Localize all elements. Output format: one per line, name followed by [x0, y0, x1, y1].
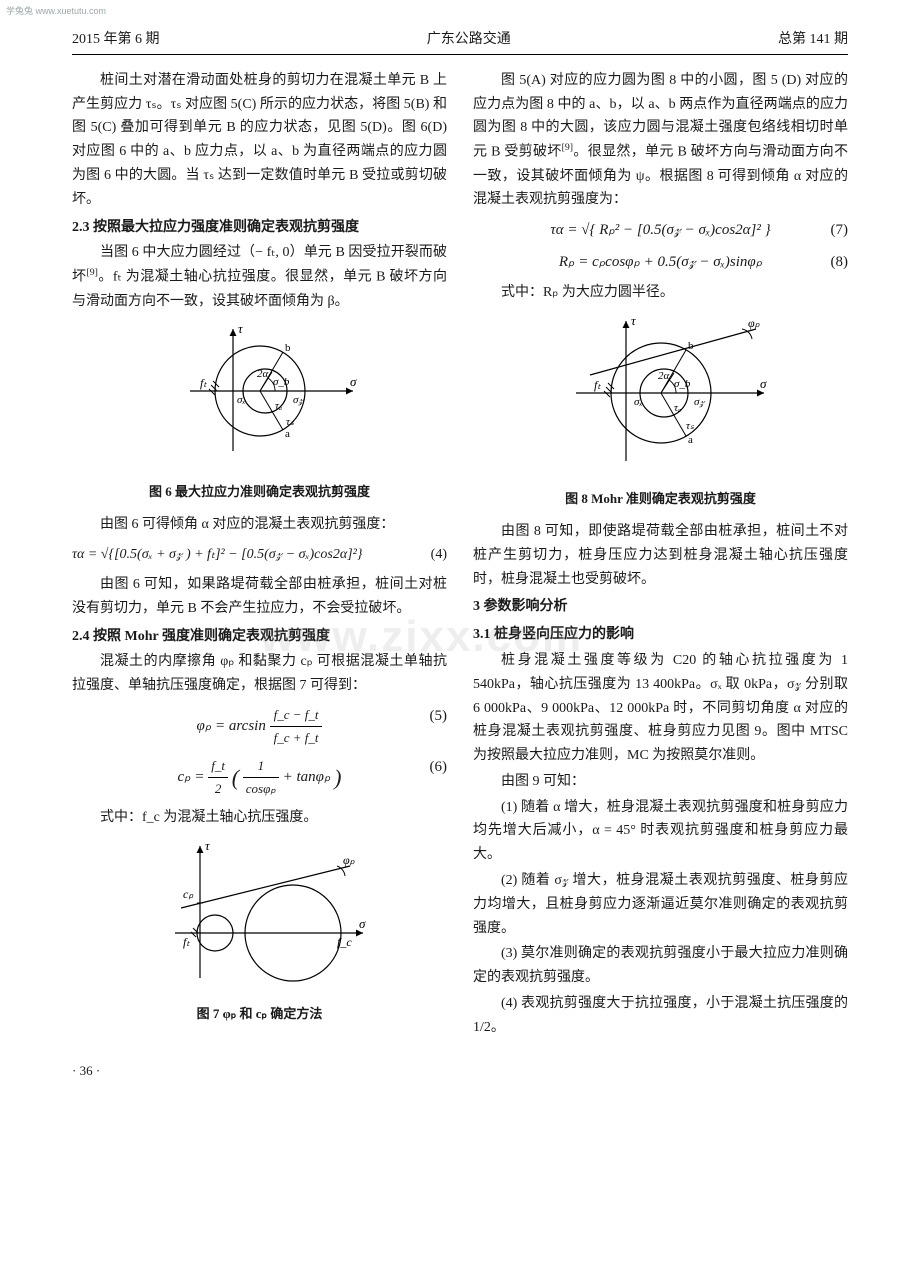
- list-item-2: (2) 随着 σ𝓏 增大，桩身混凝土表观抗剪强度、桩身剪应力均增大，且桩身剪应力…: [473, 869, 848, 940]
- svg-text:a: a: [285, 428, 290, 440]
- svg-text:τₛ: τₛ: [686, 420, 695, 432]
- section-2-3: 2.3 按照最大拉应力强度准则确定表观抗剪强度: [72, 216, 447, 240]
- header-left: 2015 年第 6 期: [72, 28, 160, 52]
- eq5-den-frac: f_c + f_t: [270, 727, 323, 749]
- figure-7: fₜ f_c cₚ φₚ σ τ: [72, 838, 447, 997]
- ref-9a: [9]: [87, 267, 98, 278]
- para-r4: 桩身混凝土强度等级为 C20 的轴心抗拉强度为 1 540kPa，轴心抗压强度为…: [473, 649, 848, 768]
- svg-text:φₚ: φₚ: [748, 316, 761, 330]
- svg-text:σ_b: σ_b: [674, 378, 691, 390]
- equation-6: cₚ = f_t 2 ( 1 cosφₚ + tanφₚ ) (6): [72, 755, 447, 800]
- svg-text:τₐ: τₐ: [674, 402, 681, 414]
- equation-5: φₚ = arcsin f_c − f_t f_c + f_t (5): [72, 704, 447, 749]
- source-link: 学兔兔 www.xuetutu.com: [6, 4, 106, 19]
- para-r2: 式中：Rₚ 为大应力圆半径。: [473, 281, 848, 305]
- page-number: · 36 ·: [72, 1060, 848, 1082]
- para-l3: 由图 6 可得倾角 α 对应的混凝土表观抗剪强度：: [72, 513, 447, 537]
- list-item-4: (4) 表观抗剪强度大于抗拉强度，小于混凝土抗压强度的 1/2。: [473, 992, 848, 1040]
- para-l5: 混凝土的内摩擦角 φₚ 和黏聚力 cₚ 可根据混凝土单轴抗拉强度、单轴抗压强度确…: [72, 650, 447, 698]
- svg-text:σ: σ: [760, 376, 767, 391]
- svg-text:τ: τ: [238, 321, 244, 336]
- page-header: 2015 年第 6 期 广东公路交通 总第 141 期: [72, 28, 848, 55]
- eq4-body: τα = √{[0.5(σₓ + σ𝓏 ) + fₜ]² − [0.5(σ𝓏 −…: [72, 547, 362, 562]
- svg-text:cₚ: cₚ: [183, 887, 194, 901]
- figure-6: fₜ σₓ σ_b σ𝓏 2α τₐ τₛ a b σ τ: [72, 321, 447, 475]
- svg-text:τₐ: τₐ: [275, 400, 282, 412]
- header-center: 广东公路交通: [427, 28, 511, 52]
- svg-text:τ: τ: [631, 313, 637, 328]
- equation-4: τα = √{[0.5(σₓ + σ𝓏 ) + fₜ]² − [0.5(σ𝓏 −…: [72, 543, 447, 567]
- para-r5: 由图 9 可知：: [473, 770, 848, 794]
- para-l1: 桩间土对潜在滑动面处桩身的剪切力在混凝土单元 B 上产生剪应力 τₛ。τₛ 对应…: [72, 69, 447, 212]
- right-column: 图 5(A) 对应的应力圆为图 8 中的小圆，图 5 (D) 对应的应力点为图 …: [473, 69, 848, 1042]
- ref-9b: [9]: [562, 142, 573, 153]
- section-2-4: 2.4 按照 Mohr 强度准则确定表观抗剪强度: [72, 625, 447, 649]
- left-column: 桩间土对潜在滑动面处桩身的剪切力在混凝土单元 B 上产生剪应力 τₛ。τₛ 对应…: [72, 69, 447, 1042]
- svg-text:f_c: f_c: [337, 935, 352, 949]
- svg-text:a: a: [688, 434, 693, 446]
- fig7-caption: 图 7 φₚ 和 cₚ 确定方法: [72, 1003, 447, 1025]
- figure-8: fₜ σₓ σ_b σ𝓏 2α τₐ τₛ a b φₚ σ τ: [473, 313, 848, 482]
- fig6-svg: fₜ σₓ σ_b σ𝓏 2α τₐ τₛ a b σ τ: [155, 321, 365, 466]
- eq5-lhs: φₚ = arcsin: [197, 718, 270, 734]
- eq4-num: (4): [431, 543, 447, 567]
- para-l6: 式中：f_c 为混凝土轴心抗压强度。: [72, 806, 447, 830]
- eq6-num: (6): [430, 755, 448, 781]
- equation-7: τα = √{ Rₚ² − [0.5(σ𝓏 − σₓ)cos2α]² } (7): [473, 218, 848, 244]
- svg-text:σ𝓏: σ𝓏: [293, 394, 304, 406]
- para-r3: 由图 8 可知，即使路堤荷载全部由桩承担，桩间土不对桩产生剪切力，桩身压应力达到…: [473, 520, 848, 591]
- list-item-1: (1) 随着 α 增大，桩身混凝土表观抗剪强度和桩身剪应力均先增大后减小，α =…: [473, 796, 848, 867]
- svg-text:σ𝓏: σ𝓏: [694, 396, 705, 408]
- svg-text:σ: σ: [350, 374, 357, 389]
- svg-text:σₓ: σₓ: [237, 394, 246, 406]
- svg-text:σ: σ: [359, 916, 366, 931]
- fig6-caption: 图 6 最大拉应力准则确定表观抗剪强度: [72, 481, 447, 503]
- section-3: 3 参数影响分析: [473, 595, 848, 619]
- svg-text:b: b: [285, 342, 291, 354]
- section-3-1: 3.1 桩身竖向压应力的影响: [473, 623, 848, 647]
- eq7-body: τα = √{ Rₚ² − [0.5(σ𝓏 − σₓ)cos2α]² }: [550, 222, 770, 238]
- svg-text:fₜ: fₜ: [594, 378, 601, 392]
- list-item-3: (3) 莫尔准则确定的表观抗剪强度小于最大拉应力准则确定的表观抗剪强度。: [473, 942, 848, 990]
- svg-text:b: b: [688, 340, 694, 352]
- svg-text:2α: 2α: [658, 370, 670, 382]
- svg-text:2α: 2α: [257, 368, 269, 380]
- svg-text:τ: τ: [205, 838, 211, 853]
- para-l2: 当图 6 中大应力圆经过（− fₜ, 0）单元 B 因受拉开裂而破坏[9]。fₜ…: [72, 241, 447, 313]
- para-r1: 图 5(A) 对应的应力圆为图 8 中的小圆，图 5 (D) 对应的应力点为图 …: [473, 69, 848, 212]
- svg-text:fₜ: fₜ: [183, 935, 190, 949]
- svg-text:σ_b: σ_b: [273, 376, 290, 388]
- eq5-num: (5): [430, 704, 448, 730]
- fig8-caption: 图 8 Mohr 准则确定表观抗剪强度: [473, 488, 848, 510]
- eq7-num: (7): [831, 218, 849, 244]
- equation-8: Rₚ = cₚcosφₚ + 0.5(σ𝓏 − σₓ)sinφₚ (8): [473, 250, 848, 276]
- fig8-svg: fₜ σₓ σ_b σ𝓏 2α τₐ τₛ a b φₚ σ τ: [546, 313, 776, 473]
- svg-text:τₛ: τₛ: [286, 416, 295, 428]
- svg-text:fₜ: fₜ: [200, 376, 207, 390]
- para-l2b: 。fₜ 为混凝土轴心抗拉强度。很显然，单元 B 破坏方向与滑动面方向不一致，设其…: [72, 270, 447, 309]
- svg-text:σₓ: σₓ: [634, 396, 643, 408]
- svg-text:φₚ: φₚ: [343, 853, 356, 867]
- header-right: 总第 141 期: [778, 28, 848, 52]
- eq8-num: (8): [831, 250, 849, 276]
- eq6-pre-num: f_t: [208, 755, 228, 778]
- fig7-svg: fₜ f_c cₚ φₚ σ τ: [145, 838, 375, 988]
- eq8-body: Rₚ = cₚcosφₚ + 0.5(σ𝓏 − σₓ)sinφₚ: [559, 254, 762, 270]
- eq5-num-frac: f_c − f_t: [270, 704, 323, 727]
- eq6-lhs: cₚ =: [178, 769, 209, 785]
- para-l4: 由图 6 可知，如果路堤荷载全部由桩承担，桩间土对桩没有剪切力，单元 B 不会产…: [72, 573, 447, 621]
- eq6-pre-den: 2: [208, 778, 228, 800]
